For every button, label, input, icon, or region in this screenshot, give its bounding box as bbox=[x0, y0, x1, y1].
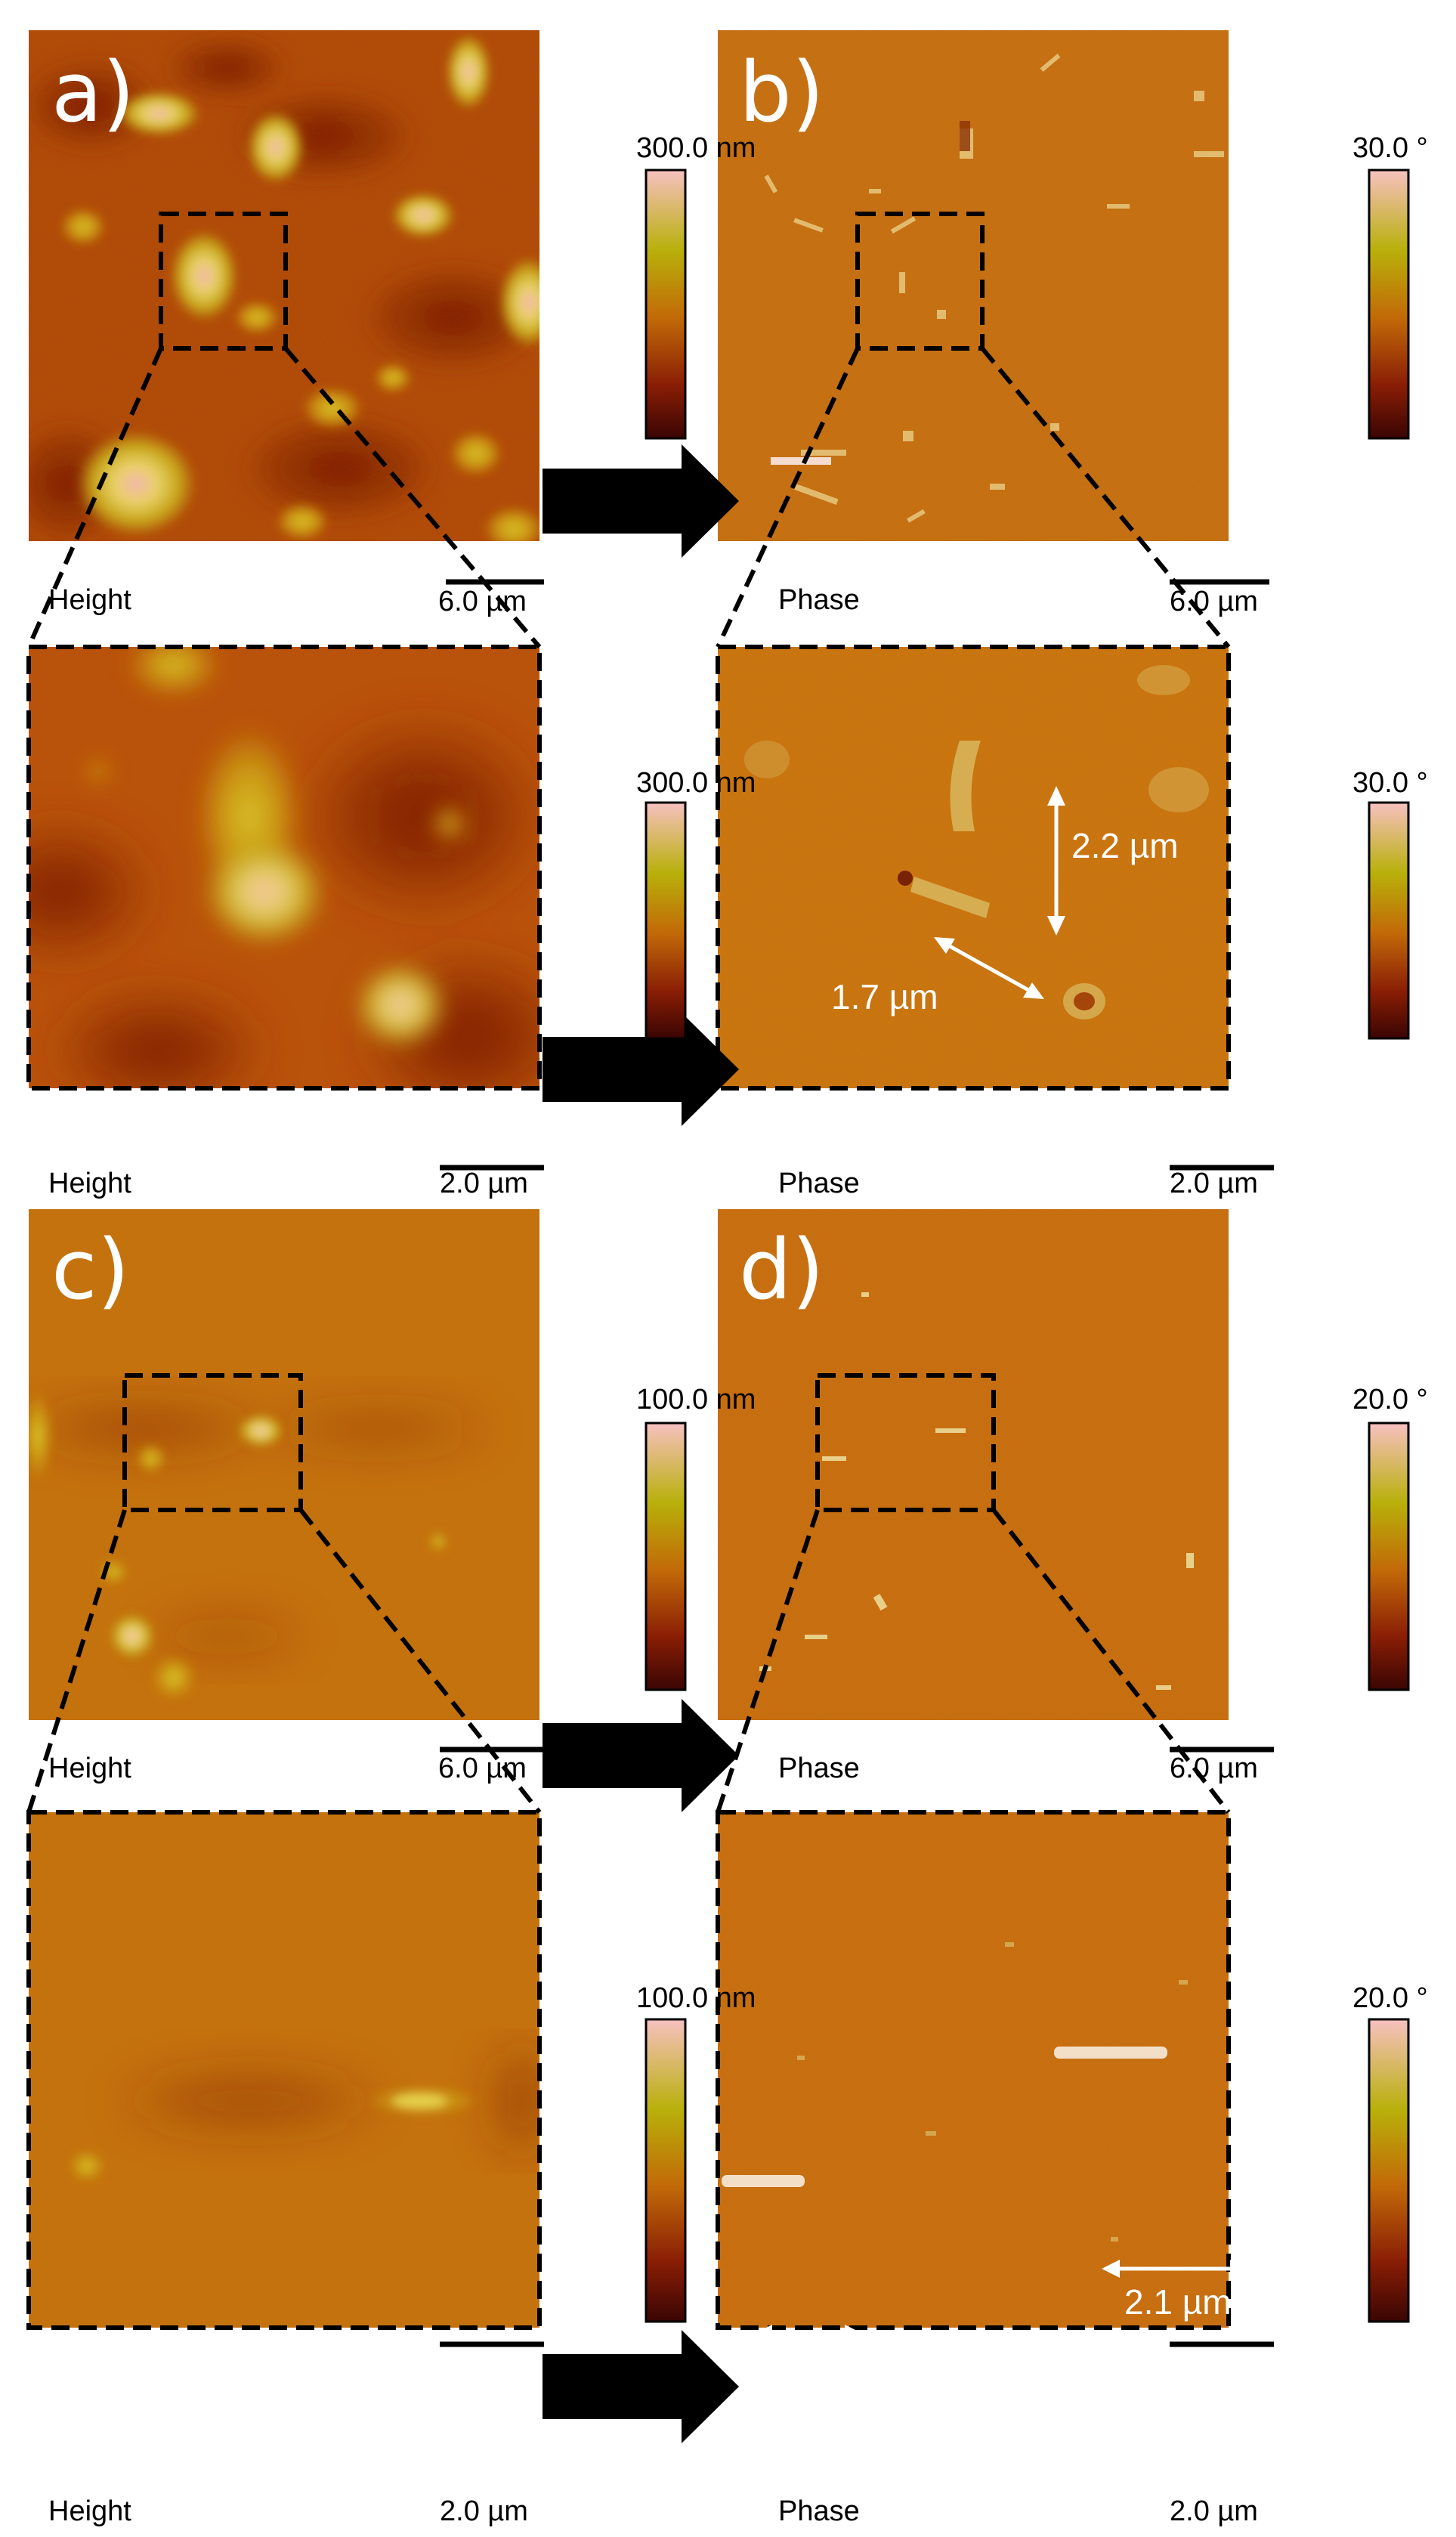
colorbar-max-b-zoom: 30.0 ° bbox=[1352, 767, 1428, 799]
measurement-label-b-width: 1.7 µm bbox=[831, 977, 938, 1016]
panel-d-phase-overview bbox=[718, 1209, 1229, 1720]
arrow-right-icon bbox=[543, 1013, 739, 1126]
channel-label-d: Phase bbox=[778, 1753, 860, 1784]
channel-label-b-zoom: Phase bbox=[778, 1168, 860, 1199]
colorbar-max-a-zoom: 300.0 nm bbox=[636, 767, 756, 799]
scale-label-b: 6.0 µm bbox=[1170, 586, 1258, 617]
channel-label-c: Height bbox=[48, 1753, 131, 1784]
scale-label-d: 6.0 µm bbox=[1170, 1753, 1258, 1784]
panel-a-height-zoom bbox=[29, 647, 539, 1088]
colorbar-b bbox=[1368, 169, 1410, 440]
colorbar-max-c-zoom: 100.0 nm bbox=[636, 1982, 756, 2014]
panel-b-phase-overview bbox=[718, 30, 1229, 541]
scale-label-a: 6.0 µm bbox=[438, 586, 527, 617]
panel-letter-d: d) bbox=[739, 1221, 824, 1318]
channel-label-a: Height bbox=[48, 584, 131, 616]
channel-label-b: Phase bbox=[778, 584, 860, 616]
colorbar-max-b: 30.0 ° bbox=[1352, 132, 1428, 164]
colorbar-d bbox=[1368, 1422, 1410, 1691]
measurement-label-b-length: 2.2 µm bbox=[1071, 826, 1179, 865]
panel-letter-b: b) bbox=[739, 44, 824, 141]
arrow-right-icon bbox=[543, 1699, 739, 1812]
colorbars bbox=[645, 169, 1410, 2323]
colorbar-max-a: 300.0 nm bbox=[636, 132, 756, 164]
colorbar-max-c: 100.0 nm bbox=[636, 1384, 756, 1415]
channel-label-a-zoom: Height bbox=[48, 1168, 131, 1199]
panel-letter-a: a) bbox=[51, 44, 134, 141]
colorbar-max-d: 20.0 ° bbox=[1352, 1384, 1428, 1415]
arrow-right-icon bbox=[543, 2330, 739, 2443]
selection-boxes bbox=[26, 212, 1231, 1814]
panel-c-height-overview bbox=[29, 1209, 539, 1720]
scale-label-c: 6.0 µm bbox=[438, 1753, 527, 1784]
panel-letter-c: c) bbox=[51, 1221, 129, 1318]
panel-d-phase-zoom bbox=[718, 1812, 1229, 2328]
arrows bbox=[543, 444, 739, 2443]
measurement-arrows bbox=[754, 786, 1248, 2343]
measurement-label-d-short: 1.6 µm bbox=[763, 2350, 870, 2390]
colorbar-max-d-zoom: 20.0 ° bbox=[1352, 1982, 1428, 2014]
arrow-right-icon bbox=[543, 444, 739, 558]
colorbar-d-zoom bbox=[1368, 2018, 1410, 2323]
panel-b-phase-zoom bbox=[718, 647, 1229, 1088]
channel-label-c-zoom: Height bbox=[48, 2495, 131, 2527]
scale-label-a-zoom: 2.0 µm bbox=[440, 1168, 528, 1199]
colorbar-c-zoom bbox=[645, 2018, 687, 2323]
measurement-label-d-long: 2.1 µm bbox=[1124, 2282, 1232, 2322]
scale-label-b-zoom: 2.0 µm bbox=[1170, 1168, 1258, 1199]
channel-label-d-zoom: Phase bbox=[778, 2495, 860, 2527]
colorbar-a-zoom bbox=[645, 801, 687, 1040]
scale-label-c-zoom: 2.0 µm bbox=[440, 2495, 528, 2527]
colorbar-b-zoom bbox=[1368, 801, 1410, 1040]
colorbar-a bbox=[645, 169, 687, 440]
colorbar-c bbox=[645, 1422, 687, 1691]
scale-label-d-zoom: 2.0 µm bbox=[1170, 2495, 1258, 2527]
zoom-dashed-borders bbox=[26, 645, 1231, 2330]
scale-bars bbox=[440, 579, 1274, 2347]
panel-c-height-zoom bbox=[29, 1812, 539, 2328]
